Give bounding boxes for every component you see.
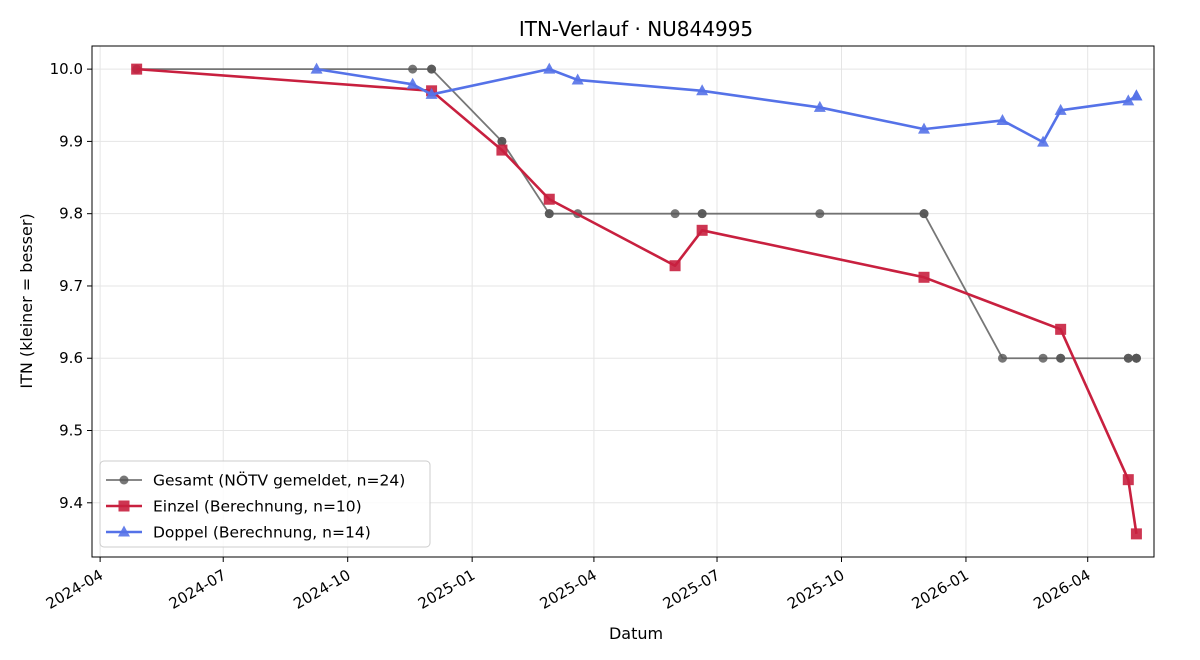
data-point-einzel bbox=[696, 224, 708, 236]
x-tick-label-2024-10: 2024-10 bbox=[290, 566, 353, 613]
data-point-einzel bbox=[1130, 528, 1142, 540]
data-point-doppel bbox=[996, 113, 1009, 125]
data-point-doppel bbox=[406, 77, 419, 89]
series-line-doppel bbox=[316, 67, 1138, 144]
data-point-doppel bbox=[543, 62, 556, 74]
data-point-gesamt bbox=[408, 64, 418, 74]
data-point-gesamt bbox=[997, 353, 1007, 363]
x-tick-label-2025-07: 2025-07 bbox=[660, 566, 723, 613]
x-axis-title: Datum bbox=[609, 624, 663, 643]
data-point-einzel bbox=[543, 193, 555, 205]
y-tick-label-9-7: 9.7 bbox=[59, 277, 83, 295]
y-tick-label-9-6: 9.6 bbox=[59, 349, 83, 367]
x-tick-label-2025-01: 2025-01 bbox=[415, 566, 478, 613]
legend: Gesamt (NÖTV gemeldet, n=24) Einzel (Bere… bbox=[99, 460, 431, 548]
legend-label-einzel: Einzel (Berechnung, n=10) bbox=[153, 498, 362, 516]
y-tick-label-10-0: 10.0 bbox=[50, 60, 83, 78]
legend-marker-einzel bbox=[118, 500, 130, 512]
series-gesamt bbox=[132, 64, 1141, 363]
data-point-einzel bbox=[1055, 323, 1067, 335]
y-tick-label-9-9: 9.9 bbox=[59, 132, 83, 150]
data-point-gesamt bbox=[1131, 353, 1141, 363]
data-point-gesamt bbox=[1056, 353, 1066, 363]
legend-marker-doppel bbox=[118, 525, 130, 537]
data-point-doppel bbox=[1122, 94, 1135, 106]
y-axis-title: ITN (kleiner = besser) bbox=[17, 213, 36, 388]
data-point-doppel bbox=[696, 84, 709, 96]
series-doppel bbox=[310, 62, 1143, 147]
data-point-doppel bbox=[918, 122, 931, 134]
x-tick-label-2024-04: 2024-04 bbox=[43, 566, 106, 613]
data-point-einzel bbox=[1122, 474, 1134, 486]
data-point-gesamt bbox=[1038, 353, 1048, 363]
chart-title: ITN-Verlauf · NU844995 bbox=[519, 17, 753, 41]
x-tick-label-2024-07: 2024-07 bbox=[166, 566, 229, 613]
series-line-einzel bbox=[136, 67, 1138, 535]
y-tick-label-9-8: 9.8 bbox=[59, 205, 83, 223]
x-tick-label-2026-01: 2026-01 bbox=[909, 566, 972, 613]
data-point-gesamt bbox=[544, 209, 554, 219]
legend-box bbox=[99, 460, 431, 548]
data-point-doppel bbox=[1054, 103, 1067, 115]
data-point-doppel bbox=[571, 73, 584, 85]
data-point-gesamt bbox=[697, 209, 707, 219]
data-point-doppel bbox=[1037, 135, 1050, 147]
x-tick-label-2026-04: 2026-04 bbox=[1030, 566, 1093, 613]
y-tick-label-9-5: 9.5 bbox=[59, 422, 83, 440]
series-einzel bbox=[131, 63, 1142, 540]
data-point-gesamt bbox=[815, 209, 825, 219]
series-layer bbox=[131, 62, 1143, 540]
data-point-einzel bbox=[496, 144, 508, 156]
data-point-doppel bbox=[310, 62, 323, 74]
legend-marker-gesamt bbox=[119, 475, 129, 485]
data-point-einzel bbox=[131, 63, 143, 75]
data-point-doppel bbox=[425, 87, 438, 99]
data-point-gesamt bbox=[427, 64, 437, 74]
plot-frame bbox=[91, 45, 1155, 558]
legend-label-doppel: Doppel (Berechnung, n=14) bbox=[153, 524, 371, 542]
data-point-einzel bbox=[669, 260, 681, 272]
data-point-doppel bbox=[1130, 89, 1143, 101]
data-point-einzel bbox=[918, 271, 930, 283]
data-point-gesamt bbox=[919, 209, 929, 219]
x-tick-label-2025-10: 2025-10 bbox=[784, 566, 847, 613]
data-point-gesamt bbox=[670, 209, 680, 219]
y-tick-label-9-4: 9.4 bbox=[59, 494, 83, 512]
data-point-doppel bbox=[813, 100, 826, 112]
data-point-gesamt bbox=[1123, 353, 1133, 363]
legend-label-gesamt: Gesamt (NÖTV gemeldet, n=24) bbox=[153, 471, 405, 490]
x-tick-label-2025-04: 2025-04 bbox=[537, 566, 600, 613]
data-point-gesamt bbox=[497, 136, 507, 146]
